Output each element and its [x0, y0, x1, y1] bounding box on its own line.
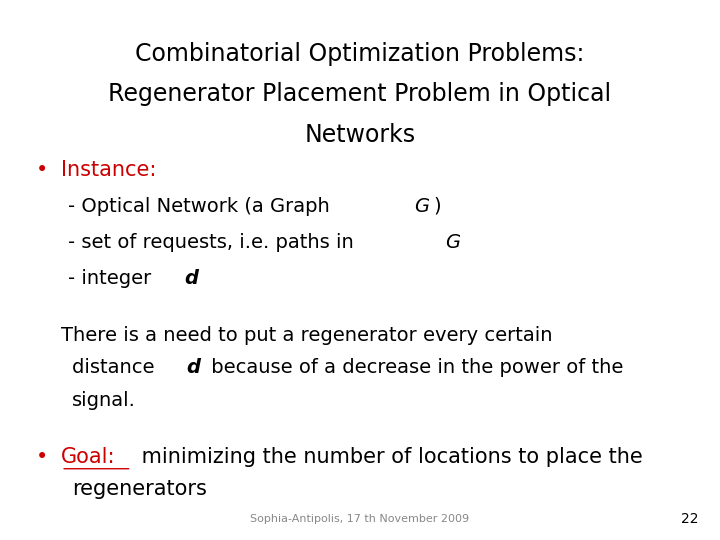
- Text: •: •: [36, 447, 48, 467]
- Text: signal.: signal.: [72, 390, 136, 410]
- Text: 22: 22: [681, 512, 698, 526]
- Text: •: •: [36, 160, 48, 180]
- Text: Goal:: Goal:: [61, 447, 116, 467]
- Text: regenerators: regenerators: [72, 479, 207, 500]
- Text: Combinatorial Optimization Problems:: Combinatorial Optimization Problems:: [135, 42, 585, 66]
- Text: G: G: [445, 233, 460, 252]
- Text: There is a need to put a regenerator every certain: There is a need to put a regenerator eve…: [61, 326, 553, 345]
- Text: Regenerator Placement Problem in Optical: Regenerator Placement Problem in Optical: [109, 83, 611, 106]
- Text: minimizing the number of locations to place the: minimizing the number of locations to pl…: [135, 447, 643, 467]
- Text: Sophia-Antipolis, 17 th November 2009: Sophia-Antipolis, 17 th November 2009: [251, 515, 469, 524]
- Text: d: d: [184, 269, 198, 288]
- Text: because of a decrease in the power of the: because of a decrease in the power of th…: [204, 358, 623, 377]
- Text: - integer: - integer: [68, 269, 158, 288]
- Text: d: d: [186, 358, 200, 377]
- Text: - set of requests, i.e. paths in: - set of requests, i.e. paths in: [68, 233, 361, 252]
- Text: Networks: Networks: [305, 123, 415, 147]
- Text: ): ): [433, 197, 441, 216]
- Text: Instance:: Instance:: [61, 160, 156, 180]
- Text: - Optical Network (a Graph: - Optical Network (a Graph: [68, 197, 336, 216]
- Text: G: G: [414, 197, 429, 216]
- Text: distance: distance: [72, 358, 161, 377]
